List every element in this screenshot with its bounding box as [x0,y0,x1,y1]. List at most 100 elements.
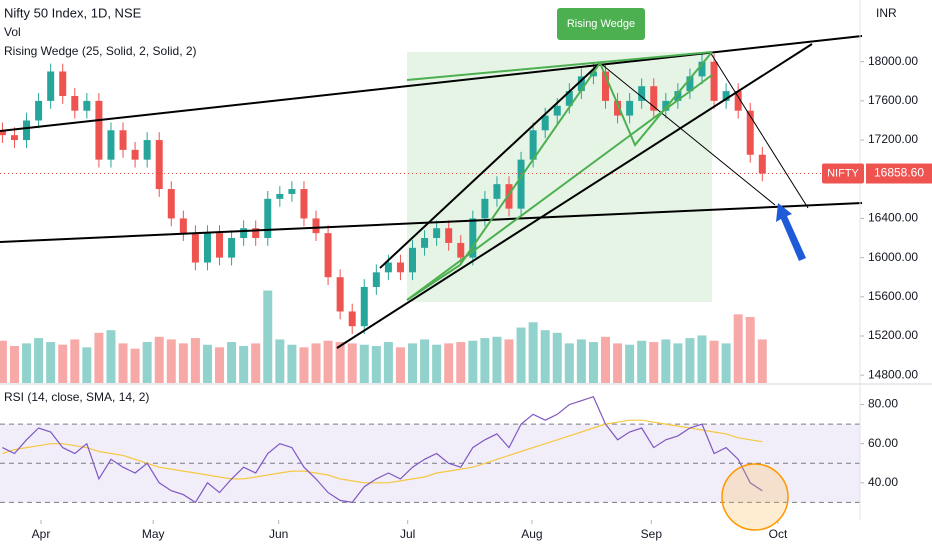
candle-body [758,154,766,174]
volume-bar [516,327,526,383]
volume-bar [0,340,7,383]
volume-bar [383,342,393,383]
volume-bar [154,336,164,383]
candle-body [662,100,670,111]
candle-body [638,86,646,101]
candle-body [276,193,284,199]
volume-bar [468,340,478,383]
candle-body [698,61,706,77]
rsi-line [2,395,763,504]
volume-bar [552,332,562,383]
chart-title: Nifty 50 Index, 1D, NSE [4,5,142,20]
candle-body [348,311,356,327]
y-tick-label: 15200.00 [868,328,918,342]
volume-bar [166,339,176,383]
volume-label: Vol [4,25,21,39]
volume-bar [142,342,152,383]
volume-bar [444,343,454,383]
candle-body [300,189,308,219]
y-tick-label: 16400.00 [868,211,918,225]
y-tick-label: 60.00 [868,436,898,450]
wedge-area [407,52,712,302]
candle-body [336,277,344,312]
x-tick-label: Aug [521,527,542,541]
volume-bar [9,346,19,383]
candle-body [83,100,91,111]
wedge-zigzag [406,51,713,301]
marks [0,53,864,524]
y-tick-label: 14800.00 [868,367,918,381]
volume-bar [528,322,538,383]
candle-body [312,218,320,234]
volume-bar [22,343,32,383]
trend-line [379,62,601,269]
x-tick-label: Oct [769,527,788,541]
candle-body [203,233,211,263]
candle-body [372,272,380,288]
y-tick-label: 15600.00 [868,289,918,303]
volume-bar [46,342,56,383]
volume-bar [745,316,755,383]
volume-bar [227,342,237,383]
candle-body [264,198,272,239]
candle-body [95,100,103,160]
y-tick-label: 17600.00 [868,93,918,107]
volume-bar [733,314,743,383]
candle-body [71,95,79,111]
volume-bar [190,338,200,383]
drawings [407,52,712,302]
candle-body [553,105,561,116]
y-tick-label: 80.00 [868,397,898,411]
currency: INR [876,6,897,20]
candle-body [179,218,187,234]
volume-bar [251,343,261,383]
volume-bar [178,343,188,383]
volume-bar [34,338,44,383]
candle-body [734,91,742,111]
candle-body [252,228,260,239]
candle-body [529,130,537,160]
candle-body [601,71,609,101]
candle-body [119,130,127,150]
volume-bar [757,339,767,383]
price-badge [866,163,932,184]
volume-bar [637,340,647,383]
volume-bar [70,339,80,383]
price-text: 16858.60 [874,166,924,180]
volume-bar [492,336,502,383]
volume-bar [709,340,719,383]
volume-bar [202,344,212,383]
volume-bar [130,348,140,383]
candle-body [191,233,199,263]
candle-body [35,100,43,121]
volume-bar [275,339,285,383]
candle-body [409,247,417,273]
annotation-box [557,8,645,40]
candle-body [47,71,55,101]
candle-body [457,242,465,258]
candle-body [445,228,453,243]
candle-body [240,228,248,239]
trend-line [0,202,863,243]
indicator-label: Rising Wedge (25, Solid, 2, Solid, 2) [4,44,197,58]
volume-bar [432,344,442,383]
wedge-line [406,51,713,81]
candle-body [59,71,67,96]
candle-body [288,189,296,194]
volume-bar [408,343,418,383]
candle-body [481,198,489,219]
volume-bar [697,335,707,383]
candle-body [131,149,139,160]
volume-bar [420,339,430,383]
trend-line [0,35,863,132]
candle-body [565,91,573,106]
x-tick-label: May [142,527,165,541]
candle-body [421,238,429,248]
annotation-text: Rising Wedge [567,18,635,30]
candle-body [493,184,501,199]
candle-body [155,140,163,190]
volume-bar [613,343,623,383]
candle-body [614,100,622,116]
x-tick-label: Jun [269,527,288,541]
candle-body [577,76,585,92]
